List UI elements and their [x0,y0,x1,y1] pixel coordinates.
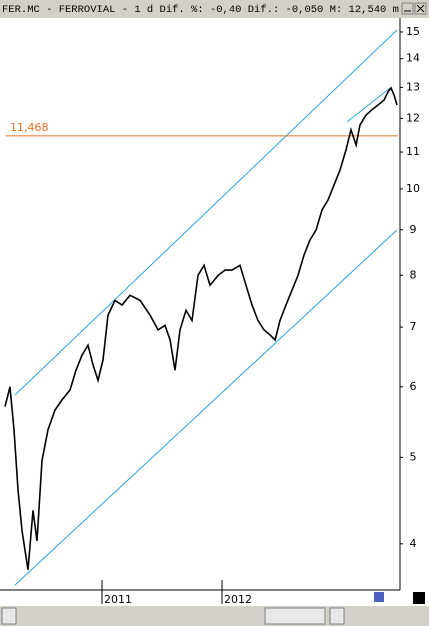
y-tick-label: 14 [406,52,420,65]
scroll-left[interactable] [1,607,17,625]
channel-upper [14,29,398,396]
minimize-button[interactable] [401,2,414,15]
header-bar [0,0,429,18]
y-tick-label: 13 [406,80,420,93]
reference-label: 11,468 [10,121,49,134]
scroll-right[interactable] [329,607,345,625]
x-tick-label: 2011 [104,593,132,606]
scrollbar [0,606,429,626]
trend-line [346,87,391,123]
price-line [4,86,398,570]
scroll-thumb[interactable] [264,607,326,625]
y-tick-label: 6 [410,380,417,393]
y-tick-label: 8 [410,268,417,281]
x-tick-label: 2012 [224,593,252,606]
y-tick-label: 5 [410,450,417,463]
save-icon[interactable] [374,592,384,602]
y-tick-label: 9 [410,223,417,236]
y-tick-label: 7 [410,320,417,333]
channel-lower [14,229,398,586]
y-tick-label: 10 [406,182,420,195]
y-tick-label: 4 [410,537,417,550]
header-text: FER.MC - FERROVIAL - 1 d Dif. %: -0,40 D… [2,4,399,16]
close-icon [416,4,425,13]
stop-icon[interactable] [413,592,425,604]
y-tick-label: 15 [406,25,420,38]
y-tick-label: 11 [406,145,420,158]
y-tick-label: 12 [406,111,420,124]
